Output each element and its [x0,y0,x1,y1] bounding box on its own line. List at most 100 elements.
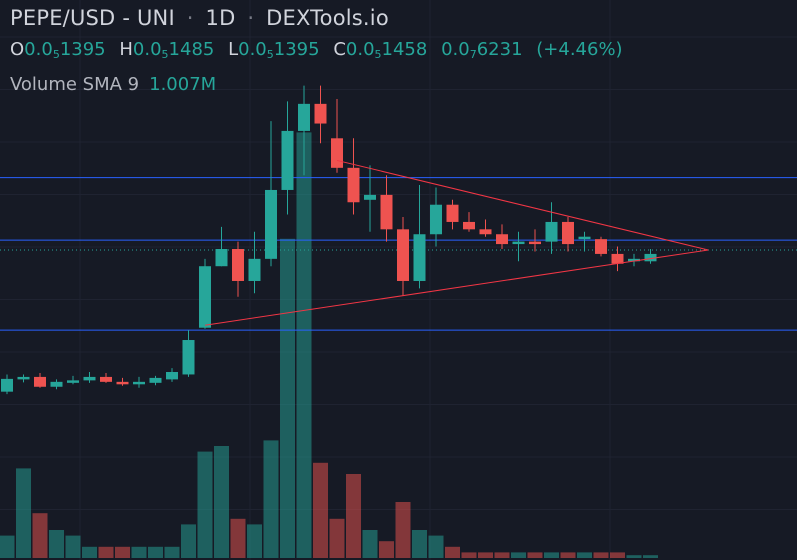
candle-body [100,376,112,382]
low-value: L0.051395 [228,39,320,61]
candle-body [545,221,558,242]
candle-body [562,221,574,245]
candle-body [232,249,244,281]
volume-bar [131,546,147,558]
volume-bar [610,552,625,558]
volume-bar [115,546,130,558]
candle-body [50,381,63,387]
candle-body [34,376,46,387]
volume-bar [560,552,576,558]
candle-body [595,239,607,254]
chart-legend: PEPE/USD - UNI · 1D · DEXTools.io [10,6,389,30]
candle-body [281,130,294,190]
volume-bar [395,502,411,558]
candle-body [496,234,508,245]
candle-body [529,241,541,245]
candle-body [67,380,79,383]
volume-bar [362,530,378,558]
candle-body [215,249,228,267]
volume-bar [16,468,31,558]
volume-bar [49,530,64,558]
candle-body [314,103,327,124]
high-value: H0.051485 [119,39,215,61]
volume-bar [544,552,559,558]
candle-body [133,381,145,385]
candle-body [166,372,178,380]
candle-body [413,234,426,281]
volume-bar [230,518,246,558]
candle-body [611,253,624,264]
volume-bar [82,546,97,558]
volume-legend: Volume SMA 9 1.007M [10,74,216,95]
volume-bar [461,552,477,558]
volume-bar [247,524,262,558]
volume-bar [445,546,460,558]
volume-bar [643,555,658,558]
volume-bar [494,552,510,558]
candle-body [248,258,261,281]
symbol-label[interactable]: PEPE/USD [10,6,116,30]
volume-bar [527,552,543,558]
volume-sma-value: 1.007M [149,74,217,95]
volume-bar [296,132,312,558]
volume-bar [428,535,444,558]
candle-body [116,381,129,385]
candle-body [380,194,393,230]
close-value: C0.051458 [333,39,428,61]
candle-body [182,340,195,375]
change-percent: (+4.46%) [536,39,623,60]
candle-body [512,241,525,245]
volume-bar [148,546,163,558]
triangle-lower-line [204,249,709,326]
candle-body [17,376,30,380]
interval-label[interactable]: 1D [205,6,236,30]
source-label: DEXTools.io [266,6,389,30]
open-value: O0.051395 [10,39,106,61]
candle-body [479,229,492,235]
volume-bar [32,513,48,558]
legend-separator-dot: · [247,6,255,30]
volume-bar [478,552,493,558]
volume-bar [379,541,394,558]
candle-body [331,138,343,168]
volume-bar [181,524,196,558]
volume-bar [280,238,295,559]
volume-bar [65,535,81,558]
volume-indicator-label[interactable]: Volume SMA 9 [10,74,140,95]
volume-bar [0,535,15,558]
volume-histogram [0,132,658,559]
candle-body [199,266,211,328]
candle-body [644,253,657,262]
volume-bar [577,552,592,558]
candle-body [298,103,310,131]
candle-body [149,377,162,383]
triangle-drawing [204,159,709,326]
volume-bar [263,440,279,558]
candle-body [1,378,13,392]
candle-body [83,376,96,381]
volume-bar [197,451,213,558]
volume-bar [593,552,609,558]
candle-body [430,204,442,235]
volume-bar [214,446,229,558]
candle-body [446,204,459,222]
volume-bar [164,546,180,558]
candle-body [364,194,376,200]
ohlc-readout: O0.051395 H0.051485 L0.051395 C0.051458 … [10,39,623,61]
volume-bar [626,555,642,558]
legend-separator-dot: · [186,6,194,30]
candle-body [265,189,277,259]
exchange-label: - UNI [122,6,175,30]
volume-bar [98,546,114,558]
change-value: 0.076231 [441,39,523,61]
triangle-upper-line [336,159,709,251]
candle-body [347,167,360,203]
volume-bar [346,474,361,558]
volume-bar [329,518,345,558]
candle-body [628,258,640,262]
candle-body [463,221,475,230]
candlestick-series [1,85,657,395]
volume-bar [511,552,526,558]
volume-bar [313,462,328,558]
